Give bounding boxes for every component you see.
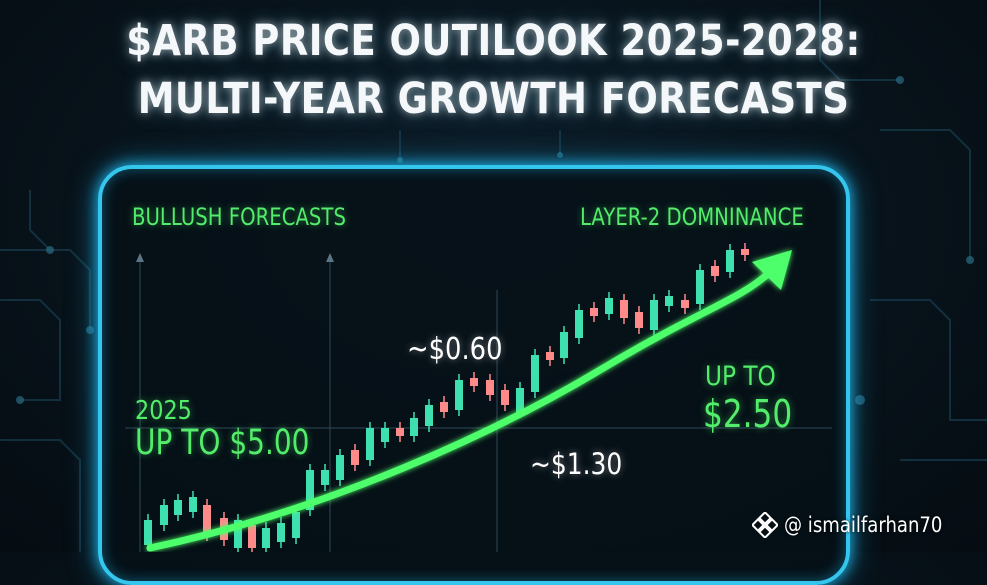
candle-body [531, 355, 539, 392]
watermark: @ ismailfarhan70 [752, 510, 968, 540]
candle-body [321, 470, 329, 485]
candle-body [486, 380, 494, 395]
watermark-handle: @ ismailfarhan70 [784, 513, 943, 537]
up-to-500-label: UP TO $5.00 [135, 423, 310, 463]
circuit-background [0, 0, 987, 552]
candle-body [696, 270, 704, 304]
candle-body [203, 505, 211, 535]
candle-body [381, 428, 389, 442]
candle-body [501, 390, 509, 405]
candle-body [440, 402, 448, 412]
candle-body [248, 525, 256, 548]
candle-body [681, 300, 689, 308]
candle-body [726, 250, 734, 272]
candle-body [575, 310, 583, 338]
candlestick-series [144, 243, 749, 552]
candle-body [590, 308, 598, 316]
candle-body [546, 352, 554, 360]
candle-body [516, 388, 524, 412]
layer2-dominance-label: LAYER-2 DOMNINANCE [580, 203, 804, 231]
binance-logo-icon [752, 512, 778, 538]
candle-body [650, 300, 658, 330]
candle-body [144, 520, 152, 545]
candle-body [306, 470, 314, 510]
arrow-head-icon [752, 250, 792, 290]
candle-body [292, 512, 300, 538]
bullish-forecasts-label: BULLUSH FORECASTS [132, 203, 346, 231]
page-title-line2: MULTI-YEAR GROWTH FORECASTS [137, 74, 850, 124]
candle-body [455, 380, 463, 410]
candle-body [262, 528, 270, 548]
candle-body [396, 428, 404, 436]
growth-trend-arrow [146, 268, 774, 552]
candle-body [711, 266, 719, 276]
candle-body [425, 405, 433, 426]
candle-body [410, 418, 418, 436]
candle-body [470, 378, 478, 386]
candle-body [366, 428, 374, 460]
price-label-130: ~$1.30 [530, 447, 623, 481]
candle-body [741, 249, 749, 255]
candle-body [560, 332, 568, 358]
candle-body [665, 296, 673, 306]
chart-gridlines [125, 262, 832, 552]
year-2025-label: 2025 [135, 396, 192, 426]
up-to-label: UP TO [705, 361, 776, 392]
price-label-060: ~$0.60 [407, 332, 503, 367]
price-chart [125, 243, 832, 552]
candle-body [234, 520, 242, 548]
page-title-line1: $ARB PRICE OUTILOOK 2025-2028: [126, 16, 861, 66]
candle-body [277, 523, 285, 542]
candle-body [189, 497, 197, 512]
candle-body [605, 298, 613, 314]
candle-body [336, 455, 344, 480]
candle-body [351, 450, 359, 465]
candle-body [635, 312, 643, 328]
candle-body [160, 505, 168, 525]
candle-body [620, 300, 628, 318]
candle-body [174, 500, 182, 515]
price-label-250: $2.50 [703, 392, 793, 436]
